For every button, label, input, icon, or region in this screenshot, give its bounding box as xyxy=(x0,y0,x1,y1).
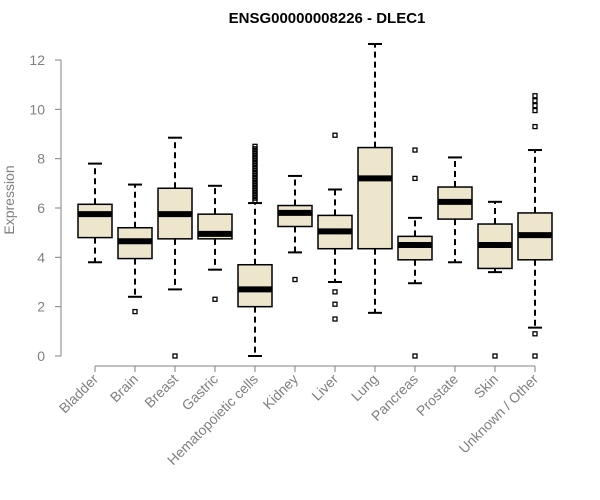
outlier-point xyxy=(532,93,538,99)
outlier-point xyxy=(492,353,498,359)
box-group xyxy=(517,93,553,359)
outlier-point xyxy=(532,107,538,114)
outlier-point xyxy=(332,301,338,307)
outlier-point xyxy=(532,102,538,109)
y-tick-label: 4 xyxy=(37,249,45,265)
outlier-point xyxy=(172,353,178,359)
box-group xyxy=(277,174,313,283)
outlier-point xyxy=(412,175,418,182)
outlier-point xyxy=(412,147,418,153)
chart-title: ENSG00000008226 - DLEC1 xyxy=(229,10,426,27)
y-tick-label: 6 xyxy=(37,200,45,216)
box-group xyxy=(477,200,513,359)
iqr-box xyxy=(277,204,313,228)
outlier-point xyxy=(412,353,418,359)
iqr-box xyxy=(77,203,113,239)
x-tick-label: Breast xyxy=(141,371,181,411)
outlier-point xyxy=(332,289,338,295)
outlier-point xyxy=(212,296,218,302)
x-tick-label: Liver xyxy=(308,371,341,404)
iqr-box xyxy=(357,146,393,250)
outlier-point xyxy=(332,132,338,138)
y-tick-label: 12 xyxy=(29,52,45,68)
y-tick-label: 10 xyxy=(29,101,45,117)
box-group xyxy=(117,183,153,315)
iqr-box xyxy=(237,263,273,308)
outlier-point xyxy=(292,276,298,283)
box-group xyxy=(157,136,193,359)
boxes-layer xyxy=(77,42,553,359)
x-tick-label: Skin xyxy=(471,371,502,402)
box-group xyxy=(237,143,273,357)
box-group xyxy=(357,42,393,314)
y-axis-title: Expression xyxy=(1,165,17,234)
y-tick-label: 0 xyxy=(37,348,45,364)
box-group xyxy=(437,156,473,264)
outlier-point xyxy=(332,316,338,322)
y-tick-label: 8 xyxy=(37,151,45,167)
box-group xyxy=(317,132,353,322)
outlier-point xyxy=(252,143,258,149)
x-tick-label: Brain xyxy=(107,371,141,405)
x-tick-label: Lung xyxy=(348,371,381,404)
box-group xyxy=(197,184,233,302)
outlier-point xyxy=(132,308,138,315)
outlier-point xyxy=(532,98,538,104)
x-tick-label: Kidney xyxy=(260,371,302,413)
y-tick-label: 2 xyxy=(37,299,45,315)
iqr-box xyxy=(397,235,433,261)
x-tick-label: Bladder xyxy=(56,371,102,417)
y-axis: 0 2 4 6 8 10 12 xyxy=(29,52,62,364)
box-group xyxy=(397,147,433,359)
outlier-point xyxy=(532,353,538,359)
x-tick-label: Prostate xyxy=(413,371,461,419)
outlier-point xyxy=(532,331,538,337)
outlier-point xyxy=(532,123,538,130)
box-group xyxy=(77,162,113,264)
